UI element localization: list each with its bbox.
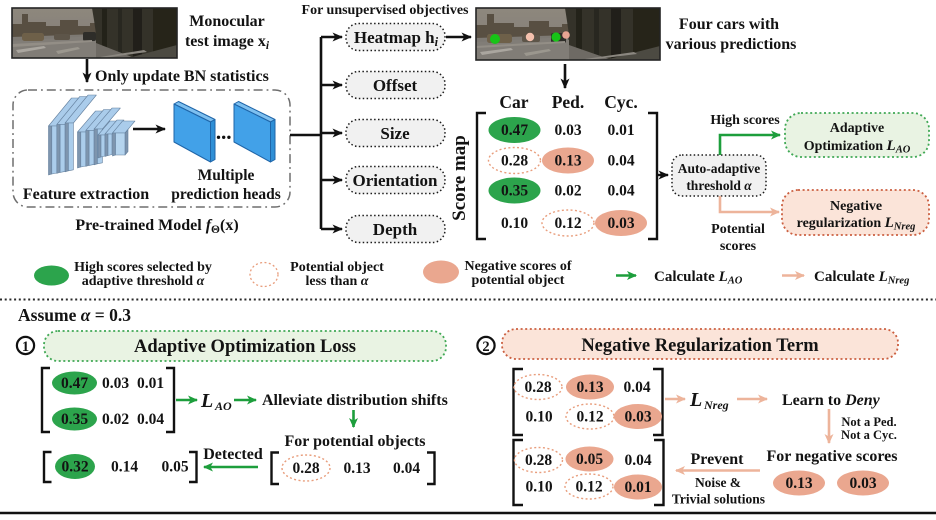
svg-text:0.01: 0.01 <box>624 479 651 496</box>
svg-text:Alleviate distribution shifts: Alleviate distribution shifts <box>262 392 448 409</box>
svg-text:Orientation: Orientation <box>353 171 439 190</box>
svg-text:Calculate LAO: Calculate LAO <box>654 269 743 287</box>
svg-text:0.03: 0.03 <box>624 409 651 426</box>
svg-text:For unsupervised objectives: For unsupervised objectives <box>302 3 470 18</box>
svg-text:Adaptive Optimization Loss: Adaptive Optimization Loss <box>134 337 356 357</box>
svg-text:L: L <box>200 390 213 412</box>
svg-text:0.03: 0.03 <box>554 122 581 139</box>
svg-text:0.04: 0.04 <box>623 379 650 396</box>
svg-text:Auto-adaptive: Auto-adaptive <box>678 161 761 176</box>
svg-text:Not a Cyc.: Not a Cyc. <box>841 428 897 442</box>
svg-text:0.10: 0.10 <box>501 215 528 232</box>
svg-text:Negative: Negative <box>830 199 882 214</box>
svg-text:L: L <box>689 389 702 411</box>
svg-text:Heatmap hi: Heatmap hi <box>354 28 439 49</box>
svg-text:0.12: 0.12 <box>575 479 602 496</box>
svg-text:0.13: 0.13 <box>785 475 812 492</box>
svg-text:Score map: Score map <box>449 135 470 221</box>
svg-text:0.35: 0.35 <box>501 183 528 200</box>
svg-text:various predictions: various predictions <box>666 36 797 53</box>
svg-text:0.03: 0.03 <box>849 475 876 492</box>
svg-text:Assume α = 0.3: Assume α = 0.3 <box>18 305 131 325</box>
svg-text:0.28: 0.28 <box>292 460 319 477</box>
svg-text:Monocular: Monocular <box>189 13 265 30</box>
svg-text:Potential object: Potential object <box>290 260 384 275</box>
svg-text:prediction heads: prediction heads <box>171 186 281 203</box>
svg-text:Only update BN statistics: Only update BN statistics <box>95 68 269 85</box>
svg-text:test image xi: test image xi <box>185 33 270 52</box>
svg-text:0.28: 0.28 <box>524 379 551 396</box>
svg-text:0.32: 0.32 <box>61 459 88 476</box>
svg-text:Depth: Depth <box>373 220 418 239</box>
svg-text:Not a Ped.: Not a Ped. <box>841 415 896 429</box>
svg-text:Feature extraction: Feature extraction <box>23 186 149 203</box>
svg-text:1: 1 <box>22 339 29 355</box>
svg-text:Size: Size <box>380 124 410 143</box>
svg-text:potential object: potential object <box>472 273 565 288</box>
svg-text:adaptive threshold α: adaptive threshold α <box>82 274 205 289</box>
svg-text:0.12: 0.12 <box>576 409 603 426</box>
svg-text:Cyc.: Cyc. <box>604 92 638 112</box>
svg-text:2: 2 <box>482 339 489 355</box>
svg-text:regularization LNreg: regularization LNreg <box>797 215 916 233</box>
svg-text:0.03: 0.03 <box>607 215 634 232</box>
svg-text:Potential: Potential <box>711 222 765 237</box>
svg-text:0.04: 0.04 <box>607 153 634 170</box>
svg-text:Prevent: Prevent <box>690 451 744 468</box>
svg-text:Car: Car <box>499 92 528 112</box>
svg-text:0.13: 0.13 <box>343 460 370 477</box>
svg-text:0.47: 0.47 <box>61 375 88 392</box>
svg-text:0.10: 0.10 <box>525 409 552 426</box>
svg-text:0.13: 0.13 <box>576 379 603 396</box>
svg-text:Trivial solutions: Trivial solutions <box>672 492 765 507</box>
svg-text:0.04: 0.04 <box>624 452 651 469</box>
svg-text:0.02: 0.02 <box>102 411 129 428</box>
svg-text:0.02: 0.02 <box>554 183 581 200</box>
svg-text:Pre-trained Model fΘ(x): Pre-trained Model fΘ(x) <box>75 217 238 236</box>
svg-text:0.35: 0.35 <box>61 411 88 428</box>
svg-text:0.05: 0.05 <box>576 451 603 468</box>
svg-text:0.28: 0.28 <box>501 153 528 170</box>
svg-text:0.04: 0.04 <box>607 183 634 200</box>
svg-text:Negative scores of: Negative scores of <box>464 259 571 274</box>
svg-text:Multiple: Multiple <box>198 167 255 184</box>
svg-text:0.05: 0.05 <box>161 459 188 476</box>
svg-text:0.01: 0.01 <box>137 375 164 392</box>
svg-text:AO: AO <box>214 399 232 413</box>
svg-text:Ped.: Ped. <box>552 92 585 112</box>
svg-text:Learn to Deny: Learn to Deny <box>782 392 881 409</box>
svg-text:scores: scores <box>720 239 757 254</box>
svg-text:Calculate LNreg: Calculate LNreg <box>814 269 909 287</box>
svg-text:High scores: High scores <box>710 113 780 128</box>
svg-text:0.47: 0.47 <box>501 122 528 139</box>
svg-text:threshold α: threshold α <box>686 178 752 193</box>
svg-text:Detected: Detected <box>203 446 263 463</box>
svg-text:0.04: 0.04 <box>393 460 420 477</box>
svg-text:Negative Regularization Term: Negative Regularization Term <box>581 336 819 356</box>
svg-text:Four cars with: Four cars with <box>679 16 779 33</box>
svg-text:0.04: 0.04 <box>137 411 164 428</box>
svg-text:0.12: 0.12 <box>554 215 581 232</box>
svg-text:For negative scores: For negative scores <box>767 448 898 465</box>
svg-text:0.14: 0.14 <box>111 459 138 476</box>
svg-text:0.13: 0.13 <box>554 153 581 170</box>
svg-text:High scores selected by: High scores selected by <box>74 260 212 275</box>
svg-text:Noise &: Noise & <box>695 475 741 490</box>
svg-text:Offset: Offset <box>373 76 418 95</box>
svg-text:For potential objects: For potential objects <box>284 433 425 450</box>
svg-text:Optimization LAO: Optimization LAO <box>804 138 911 156</box>
svg-text:0.03: 0.03 <box>102 375 129 392</box>
svg-text:less than α: less than α <box>306 274 369 289</box>
svg-text:0.28: 0.28 <box>525 452 552 469</box>
svg-text:Nreg: Nreg <box>703 398 729 412</box>
svg-text:0.10: 0.10 <box>525 479 552 496</box>
svg-text:0.01: 0.01 <box>607 122 634 139</box>
svg-text:Adaptive: Adaptive <box>830 121 884 136</box>
